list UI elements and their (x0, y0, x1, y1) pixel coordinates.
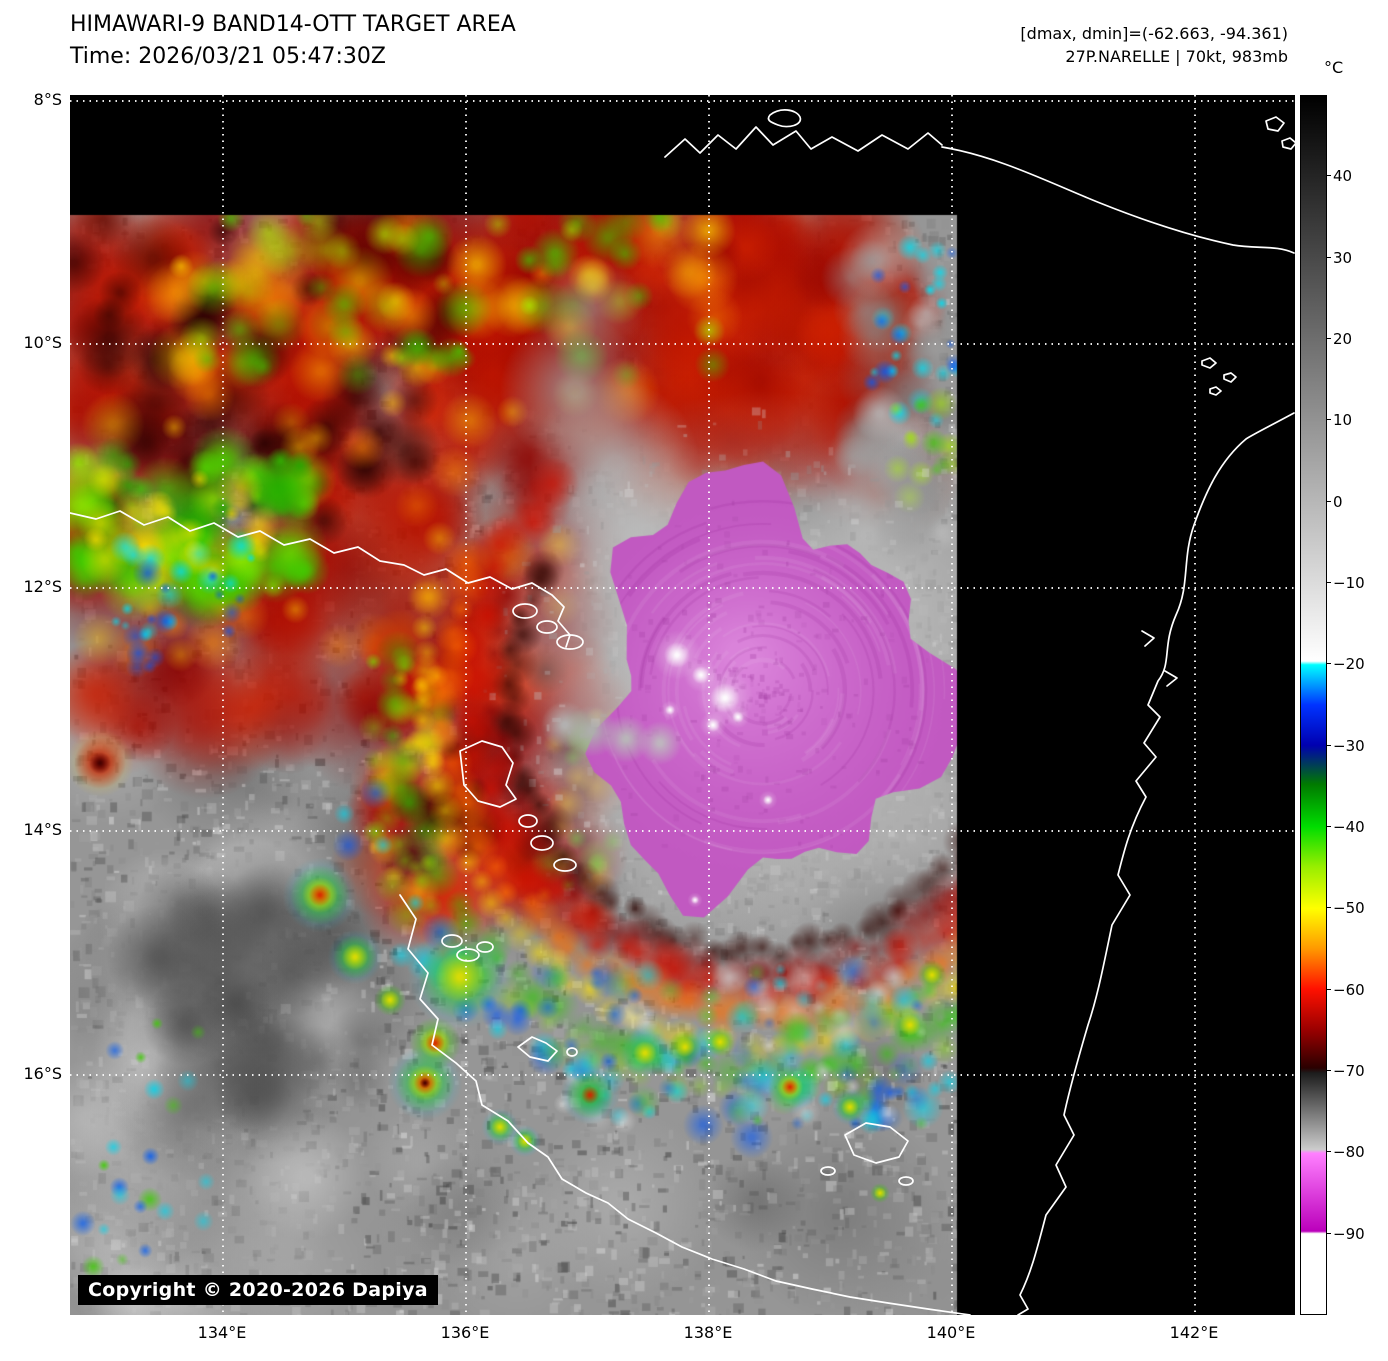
dmax-dmin-readout: [dmax, dmin]=(-62.663, -94.361) (1020, 24, 1288, 43)
coastlines (70, 109, 1295, 1315)
island-outline (553, 858, 577, 872)
lon-label: 140°E (926, 1323, 976, 1342)
island-outline (518, 814, 538, 828)
lat-label: 14°S (23, 820, 62, 839)
colorbar-tick: 30 (1325, 249, 1353, 267)
colorbar-tick: 40 (1325, 167, 1353, 185)
island-outline (530, 835, 554, 851)
lon-label: 138°E (683, 1323, 733, 1342)
grid-line-horizontal (70, 100, 1295, 102)
grid-line-horizontal (70, 1074, 1295, 1076)
grid-line-vertical (1194, 95, 1196, 1315)
island-outline (1265, 116, 1285, 132)
coastline-path (1164, 670, 1178, 687)
colorbar-tick: −60 (1326, 981, 1365, 999)
colorbar-tick: −20 (1326, 655, 1365, 673)
island-outline (1201, 357, 1217, 369)
coastline-path (664, 126, 943, 158)
colorbar-tick: 10 (1325, 411, 1353, 429)
island-outline (441, 934, 463, 948)
island-outline (898, 1176, 914, 1186)
lat-label: 8°S (33, 90, 62, 109)
island-outline (476, 941, 494, 953)
storm-info: 27P.NARELLE | 70kt, 983mb (1065, 47, 1288, 66)
island-outline (1209, 386, 1222, 396)
colorbar-unit: °C (1324, 58, 1344, 77)
coastline-path (70, 510, 571, 648)
colorbar-tick: −40 (1326, 818, 1365, 836)
colorbar-tick: −70 (1326, 1062, 1365, 1080)
lon-label: 136°E (440, 1323, 490, 1342)
coastline-path (941, 146, 1295, 254)
colorbar-tick: −50 (1326, 899, 1365, 917)
island-outline (459, 740, 517, 808)
timestamp: Time: 2026/03/21 05:47:30Z (70, 44, 386, 69)
lon-label: 134°E (197, 1323, 247, 1342)
coastline-path (767, 109, 802, 128)
satellite-map: Copyright © 2020-2026 Dapiya (70, 95, 1295, 1315)
colorbar-tick: −30 (1326, 737, 1365, 755)
coastline-path (399, 894, 971, 1315)
island-outline (456, 948, 480, 962)
lat-label: 16°S (23, 1064, 62, 1083)
colorbar-tick: −90 (1326, 1225, 1365, 1243)
grid-line-vertical (708, 95, 710, 1315)
grid-line-horizontal (70, 343, 1295, 345)
grid-line-vertical (222, 95, 224, 1315)
grid-line-horizontal (70, 587, 1295, 589)
grid-line-horizontal (70, 830, 1295, 832)
lat-label: 12°S (23, 577, 62, 596)
copyright-label: Copyright © 2020-2026 Dapiya (78, 1275, 438, 1305)
island-outline (844, 1122, 909, 1164)
lon-label: 142°E (1169, 1323, 1219, 1342)
lat-label: 10°S (23, 333, 62, 352)
island-outline (1281, 137, 1295, 150)
coastline-path (1017, 412, 1295, 1315)
satellite-imagery (70, 95, 1295, 1315)
colorbar-gradient (1300, 95, 1327, 1315)
island-outline (566, 1047, 578, 1057)
colorbar-tick: 0 (1326, 493, 1343, 511)
page-title: HIMAWARI-9 BAND14-OTT TARGET AREA (70, 12, 516, 37)
colorbar-tick: 20 (1325, 330, 1353, 348)
island-outline (556, 634, 584, 650)
island-outline (517, 1036, 558, 1062)
island-outline (512, 603, 538, 619)
island-outline (536, 620, 558, 634)
island-outline (820, 1166, 836, 1176)
header-readouts: [dmax, dmin]=(-62.663, -94.361) 27P.NARE… (1020, 22, 1288, 68)
colorbar-tick: −80 (1326, 1143, 1365, 1161)
colorbar-tick: −10 (1326, 574, 1365, 592)
grid-line-vertical (951, 95, 953, 1315)
island-outline (1223, 372, 1237, 383)
grid-line-vertical (465, 95, 467, 1315)
coastline-path (1141, 630, 1155, 647)
